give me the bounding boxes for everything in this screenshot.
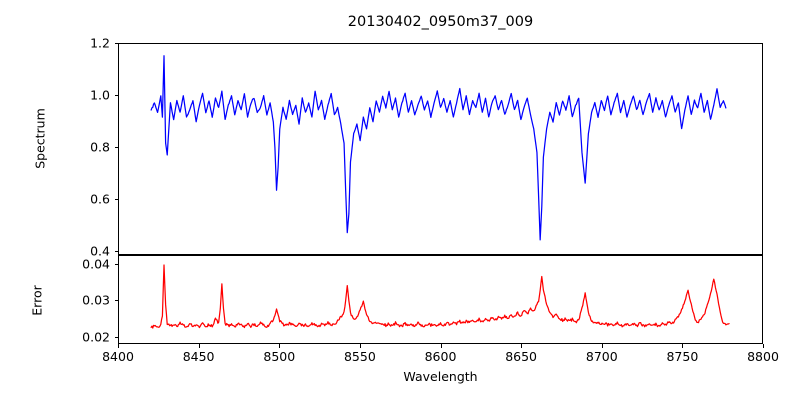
ytick-spectrum-0: 1.2 [90, 35, 110, 51]
tickmark-x [521, 344, 523, 348]
error-axis-label: Error [29, 285, 45, 316]
spectrum-plot-area [150, 55, 727, 241]
tickmark-x [359, 344, 361, 348]
xtick-label-5: 8650 [505, 349, 537, 364]
tickmark-x [279, 344, 281, 348]
ytick-error-2: 0.02 [82, 329, 110, 345]
error-axes [118, 255, 763, 344]
spectrum-axes [118, 43, 763, 255]
ytick-spectrum-2: 0.8 [90, 139, 110, 155]
tickmark-y [114, 43, 118, 45]
spectrum-axis-label: Spectrum [32, 108, 48, 169]
xtick-label-8: 8800 [747, 349, 779, 364]
tickmark-y [114, 251, 118, 253]
tickmark-x [440, 344, 442, 348]
xtick-label-7: 8750 [666, 349, 699, 364]
tickmark-y [114, 95, 118, 97]
x-axis-label: Wavelength [403, 369, 478, 384]
tickmark-y [114, 147, 118, 149]
ytick-error-1: 0.03 [82, 292, 110, 308]
tickmark-x [763, 344, 765, 348]
xtick-label-6: 8700 [585, 349, 618, 364]
spectrum-data-line [150, 55, 727, 241]
page-title: 20130402_0950m37_009 [347, 14, 534, 30]
tickmark-x [601, 344, 603, 348]
ytick-spectrum-4: 0.4 [90, 243, 110, 259]
tickmark-y [114, 264, 118, 266]
xtick-label-2: 8500 [263, 349, 296, 364]
error-plot-area [150, 264, 730, 329]
ytick-spectrum-1: 1.0 [90, 87, 110, 103]
xtick-label-1: 8450 [182, 349, 215, 364]
ytick-spectrum-3: 0.6 [90, 191, 110, 207]
ytick-error-0: 0.04 [82, 256, 110, 272]
tickmark-y [114, 300, 118, 302]
xtick-label-0: 8400 [102, 349, 134, 364]
tickmark-x [118, 344, 120, 348]
xtick-label-3: 8550 [343, 349, 376, 364]
tickmark-x [198, 344, 200, 348]
tickmark-x [682, 344, 684, 348]
tickmark-y [114, 337, 118, 339]
xtick-label-4: 8600 [424, 349, 457, 364]
error-data-line [150, 264, 730, 329]
tickmark-y [114, 199, 118, 201]
